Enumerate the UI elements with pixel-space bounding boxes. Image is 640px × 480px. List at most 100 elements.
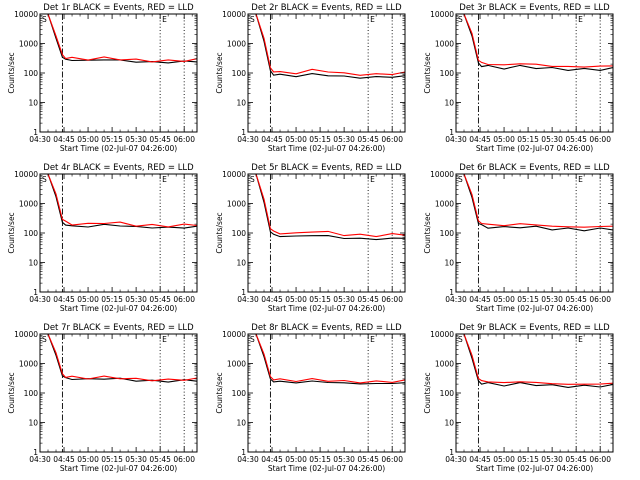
y-axis-label: Counts/sec [7,52,16,93]
y-tick-label: 10 [236,99,246,108]
x-tick-label: 05:00 [285,135,307,144]
x-tick-label: 05:45 [565,295,587,304]
x-axis-label: Start Time (02-Jul-07 04:26:00) [268,464,385,473]
x-tick-label: 04:30 [29,295,51,304]
plot-area [456,174,613,292]
series-events-line [40,334,197,383]
series-lld-line [40,14,197,63]
y-tick-label: 1 [33,128,38,137]
series-lld-line [40,334,197,382]
x-tick-label: 05:15 [517,135,539,144]
x-axis-label: Start Time (02-Jul-07 04:26:00) [476,304,593,313]
plot-area [248,334,405,452]
y-tick-label: 100 [24,229,39,238]
start-marker-label: S [42,335,47,344]
panel-title: Det 1r BLACK = Events, RED = LLD [43,3,194,13]
y-axis-label: Counts/sec [215,212,224,253]
end-marker-label: E [578,15,583,24]
x-tick-label: 05:45 [565,135,587,144]
start-marker-label: S [42,175,47,184]
y-tick-label: 100 [232,69,247,78]
x-tick-label: 04:45 [261,295,283,304]
series-lld-line [40,174,197,228]
plot-frame [455,333,614,453]
series-lld-line [456,14,613,68]
x-tick-label: 04:30 [237,135,259,144]
panel-title: Det 6r BLACK = Events, RED = LLD [459,163,610,173]
y-tick-label: 1 [241,128,246,137]
x-axis-label: Start Time (02-Jul-07 04:26:00) [60,304,177,313]
y-axis-label: Counts/sec [215,372,224,413]
y-tick-label: 1000 [227,360,246,369]
plot-area [456,14,613,132]
series-lld-line [248,14,405,76]
y-tick-label: 10000 [430,10,454,19]
series-lld-line [456,334,613,385]
y-tick-label: 1000 [19,200,38,209]
panel-title: Det 2r BLACK = Events, RED = LLD [251,3,402,13]
panel-title: Det 9r BLACK = Events, RED = LLD [459,323,610,333]
y-tick-label: 10000 [14,330,38,339]
x-tick-label: 05:45 [357,135,379,144]
end-marker-label: E [162,335,167,344]
x-tick-label: 06:00 [173,135,195,144]
y-tick-label: 10000 [14,170,38,179]
plot-frame [39,333,198,453]
chart-panel-7: Det 7r BLACK = Events, RED = LLD S E 1 10 100… [7,323,198,473]
y-tick-label: 100 [24,389,39,398]
y-axis-label: Counts/sec [423,212,432,253]
plot-area [40,334,197,452]
end-marker-label: E [578,335,583,344]
y-tick-label: 100 [232,229,247,238]
x-tick-label: 05:30 [333,455,355,464]
x-tick-label: 05:30 [333,295,355,304]
start-marker-label: S [250,175,255,184]
series-events-line [248,174,405,241]
x-tick-label: 04:45 [53,455,75,464]
y-tick-label: 10000 [222,170,246,179]
x-tick-label: 05:45 [149,455,171,464]
y-tick-label: 10 [236,419,246,428]
x-tick-label: 05:30 [541,295,563,304]
chart-panel-6: Det 6r BLACK = Events, RED = LLD S E 1 10 100… [423,163,614,313]
y-tick-label: 1 [241,288,246,297]
x-tick-label: 05:15 [101,295,123,304]
start-marker-label: S [458,15,463,24]
x-tick-label: 04:45 [469,135,491,144]
series-events-line [248,334,405,385]
x-tick-label: 05:30 [541,135,563,144]
y-tick-label: 1000 [435,200,454,209]
x-tick-label: 04:45 [261,135,283,144]
x-tick-label: 05:15 [517,455,539,464]
y-tick-label: 10 [28,259,38,268]
x-tick-label: 04:45 [53,295,75,304]
series-events-line [456,174,613,232]
series-lld-line [248,334,405,384]
chart-panel-3: Det 3r BLACK = Events, RED = LLD S E 1 10 100… [423,3,614,153]
y-tick-label: 100 [232,389,247,398]
y-tick-label: 10 [28,99,38,108]
y-tick-label: 10000 [430,170,454,179]
y-tick-label: 1000 [435,40,454,49]
plot-area [40,174,197,292]
series-events-line [456,14,613,71]
x-tick-label: 04:45 [53,135,75,144]
y-tick-label: 1 [449,448,454,457]
x-tick-label: 05:45 [357,295,379,304]
start-marker-label: S [250,335,255,344]
x-tick-label: 05:15 [101,135,123,144]
y-tick-label: 10 [28,419,38,428]
y-tick-label: 1 [241,448,246,457]
x-tick-label: 06:00 [381,295,403,304]
x-tick-label: 05:45 [357,455,379,464]
x-tick-label: 05:00 [493,295,515,304]
start-marker-label: S [250,15,255,24]
y-tick-label: 100 [440,69,455,78]
y-tick-label: 1000 [19,360,38,369]
x-axis-label: Start Time (02-Jul-07 04:26:00) [268,304,385,313]
chart-panel-8: Det 8r BLACK = Events, RED = LLD S E 1 10 100… [215,323,406,473]
panel-title: Det 8r BLACK = Events, RED = LLD [251,323,402,333]
y-tick-label: 10 [444,99,454,108]
series-lld-line [456,174,613,228]
